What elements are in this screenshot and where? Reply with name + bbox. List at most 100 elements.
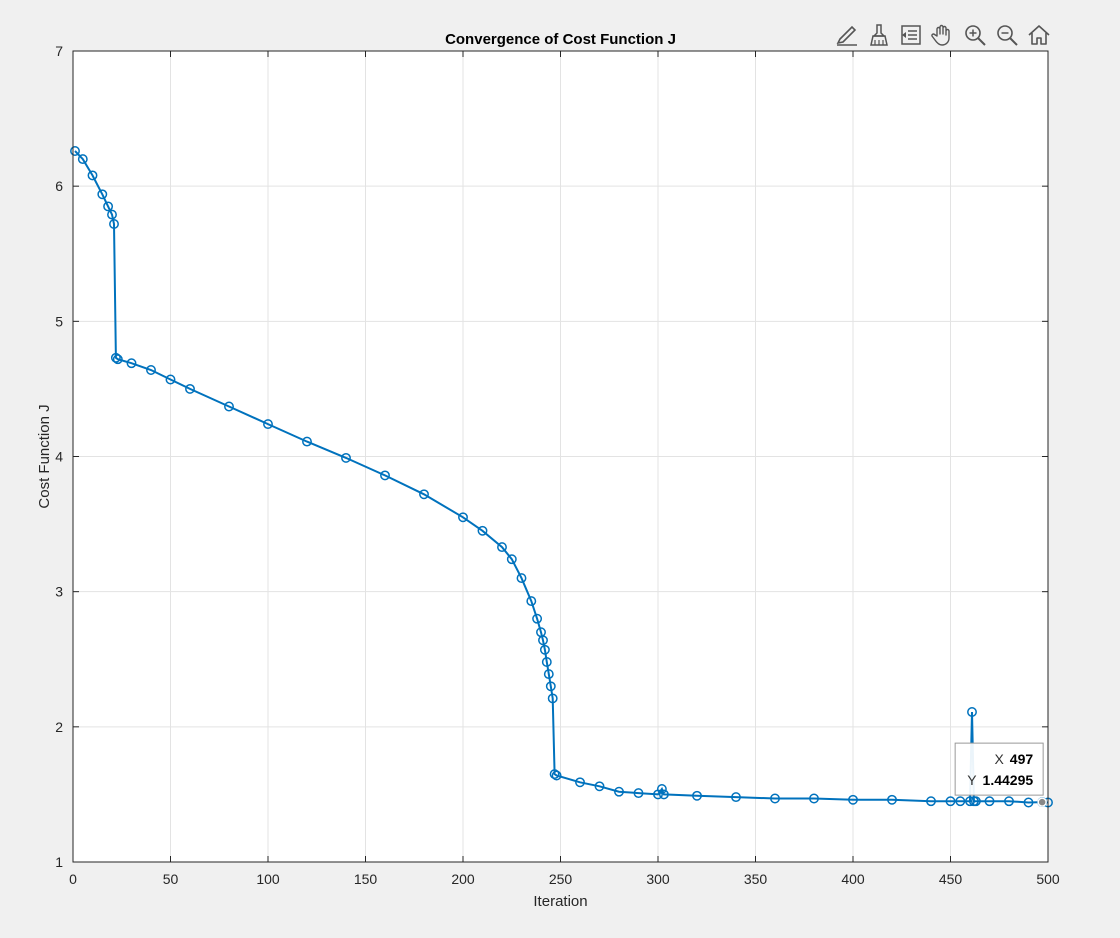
- data-point-marker[interactable]: [146, 365, 156, 375]
- data-point-marker[interactable]: [112, 354, 123, 365]
- zoom-in-icon: [965, 25, 986, 46]
- y-tick-label: 7: [55, 43, 63, 59]
- data-point-marker[interactable]: [656, 784, 667, 794]
- data-point-marker[interactable]: [770, 793, 780, 804]
- edit-plot-button[interactable]: [832, 20, 862, 50]
- data-point-marker[interactable]: [541, 657, 552, 667]
- x-tick-label: 450: [939, 871, 963, 887]
- home-button[interactable]: [1024, 20, 1054, 50]
- data-point-marker[interactable]: [458, 512, 468, 523]
- y-tick-label: 6: [55, 178, 63, 194]
- data-tip-box: [954, 742, 1044, 796]
- data-point-marker[interactable]: [516, 573, 527, 584]
- data-point-marker[interactable]: [77, 154, 88, 165]
- data-point-marker[interactable]: [926, 796, 936, 807]
- data-point-marker[interactable]: [1023, 797, 1034, 808]
- data-tip-y-label: Y: [967, 772, 977, 788]
- data-point-marker[interactable]: [731, 792, 741, 803]
- zoom-out-button[interactable]: [992, 20, 1022, 50]
- data-point-marker[interactable]: [185, 383, 195, 394]
- data-tip-y-value: 1.44295: [983, 772, 1034, 788]
- data-point-marker[interactable]: [538, 635, 548, 646]
- data-point-marker[interactable]: [506, 554, 517, 565]
- zoom-out-icon: [997, 25, 1018, 46]
- data-point-marker[interactable]: [551, 770, 562, 781]
- x-tick-label: 100: [256, 871, 280, 887]
- data-point-marker[interactable]: [658, 789, 669, 800]
- data-point-marker[interactable]: [848, 794, 858, 805]
- legend-icon: [901, 25, 921, 45]
- data-point-marker[interactable]: [955, 796, 966, 807]
- data-point-marker[interactable]: [87, 170, 98, 181]
- axes-toolbar: [832, 18, 1054, 52]
- data-point-marker[interactable]: [532, 613, 543, 624]
- grid-lines: [73, 51, 1048, 862]
- data-point-marker[interactable]: [575, 777, 585, 788]
- axis-ticks: 0 50 100 150 200 250 300 350 400 450 500 1 2 3 4 5 6 7: [55, 43, 1060, 887]
- data-point-marker[interactable]: [543, 669, 554, 680]
- series-markers[interactable]: [70, 146, 1053, 808]
- x-tick-label: 400: [841, 871, 865, 887]
- x-tick-label: 200: [451, 871, 475, 887]
- legend-button[interactable]: [896, 20, 926, 50]
- data-point-marker[interactable]: [545, 681, 556, 692]
- data-point-marker[interactable]: [103, 201, 114, 212]
- data-point-marker[interactable]: [1004, 796, 1014, 807]
- data-point-marker[interactable]: [224, 401, 234, 412]
- zoom-in-button[interactable]: [960, 20, 990, 50]
- data-point-marker[interactable]: [809, 793, 819, 804]
- series-polyline[interactable]: [74, 150, 1049, 804]
- data-point-marker[interactable]: [302, 436, 312, 447]
- x-tick-label: 350: [744, 871, 768, 887]
- data-point-marker[interactable]: [497, 542, 507, 553]
- data-point-marker[interactable]: [984, 796, 995, 807]
- data-point-marker[interactable]: [970, 796, 981, 807]
- series-line[interactable]: [74, 150, 1049, 804]
- data-point-marker[interactable]: [594, 781, 605, 792]
- x-tick-label: 250: [549, 871, 573, 887]
- data-tip-y: Y 1.44295: [967, 772, 1033, 788]
- data-point-marker[interactable]: [526, 596, 537, 607]
- data-point-marker[interactable]: [107, 209, 117, 220]
- data-point-marker[interactable]: [126, 358, 137, 369]
- data-point-marker[interactable]: [945, 796, 956, 807]
- data-point-marker[interactable]: [633, 788, 644, 799]
- data-point-marker[interactable]: [263, 419, 273, 430]
- y-tick-label: 2: [55, 719, 63, 735]
- data-point-marker[interactable]: [477, 525, 488, 536]
- y-tick-label: 3: [55, 584, 63, 600]
- y-tick-label: 5: [55, 313, 63, 329]
- x-tick-label: 150: [354, 871, 378, 887]
- y-tick-label: 4: [55, 449, 63, 465]
- x-tick-label: 50: [163, 871, 179, 887]
- data-point-marker[interactable]: [887, 794, 897, 805]
- y-axis-label: Cost Function J: [36, 404, 53, 508]
- data-point-marker[interactable]: [70, 146, 80, 156]
- data-point-marker[interactable]: [165, 374, 176, 385]
- brush-button[interactable]: [864, 20, 894, 50]
- pan-button[interactable]: [928, 20, 958, 50]
- data-point-marker[interactable]: [419, 489, 429, 500]
- data-point-marker[interactable]: [110, 352, 121, 363]
- home-icon: [1028, 25, 1050, 45]
- x-axis-label: Iteration: [533, 893, 587, 910]
- data-point-marker[interactable]: [97, 189, 108, 200]
- data-point-marker[interactable]: [692, 790, 702, 801]
- data-point-marker[interactable]: [380, 470, 390, 481]
- data-point-marker[interactable]: [341, 452, 351, 463]
- data-point-marker[interactable]: [614, 786, 624, 797]
- data-point-marker[interactable]: [549, 769, 560, 780]
- data-point-marker[interactable]: [967, 707, 977, 717]
- data-point-marker[interactable]: [539, 644, 550, 655]
- data-point-marker[interactable]: [965, 796, 975, 807]
- y-tick-label: 1: [55, 854, 63, 870]
- brush-icon: [870, 24, 888, 46]
- pan-hand-icon: [931, 24, 950, 46]
- data-tip-x-label: X: [994, 751, 1004, 767]
- data-tip[interactable]: X 497 Y 1.44295: [954, 742, 1047, 807]
- data-point-marker[interactable]: [109, 219, 119, 229]
- data-tip-point: [1037, 797, 1047, 807]
- data-point-marker[interactable]: [547, 693, 558, 704]
- data-tip-x: X 497: [994, 751, 1033, 767]
